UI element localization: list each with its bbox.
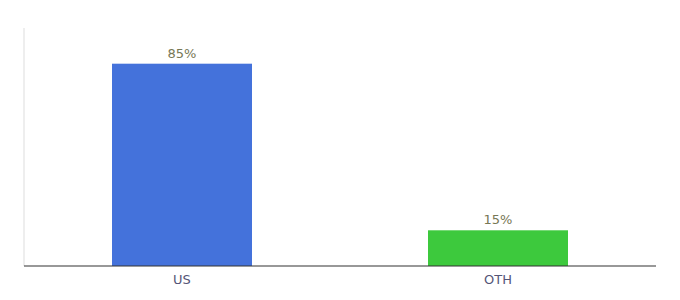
x-tick-label: OTH bbox=[484, 272, 512, 287]
bar bbox=[112, 64, 252, 266]
chart: US OTH 85% 15% bbox=[0, 0, 680, 300]
y-axis-line bbox=[24, 28, 25, 266]
background bbox=[0, 0, 680, 300]
x-axis-line bbox=[24, 265, 656, 266]
data-label: 85% bbox=[168, 46, 197, 61]
x-tick-label: US bbox=[173, 272, 191, 287]
plot-area bbox=[112, 64, 568, 266]
data-label: 15% bbox=[484, 212, 513, 227]
bar bbox=[428, 230, 568, 266]
